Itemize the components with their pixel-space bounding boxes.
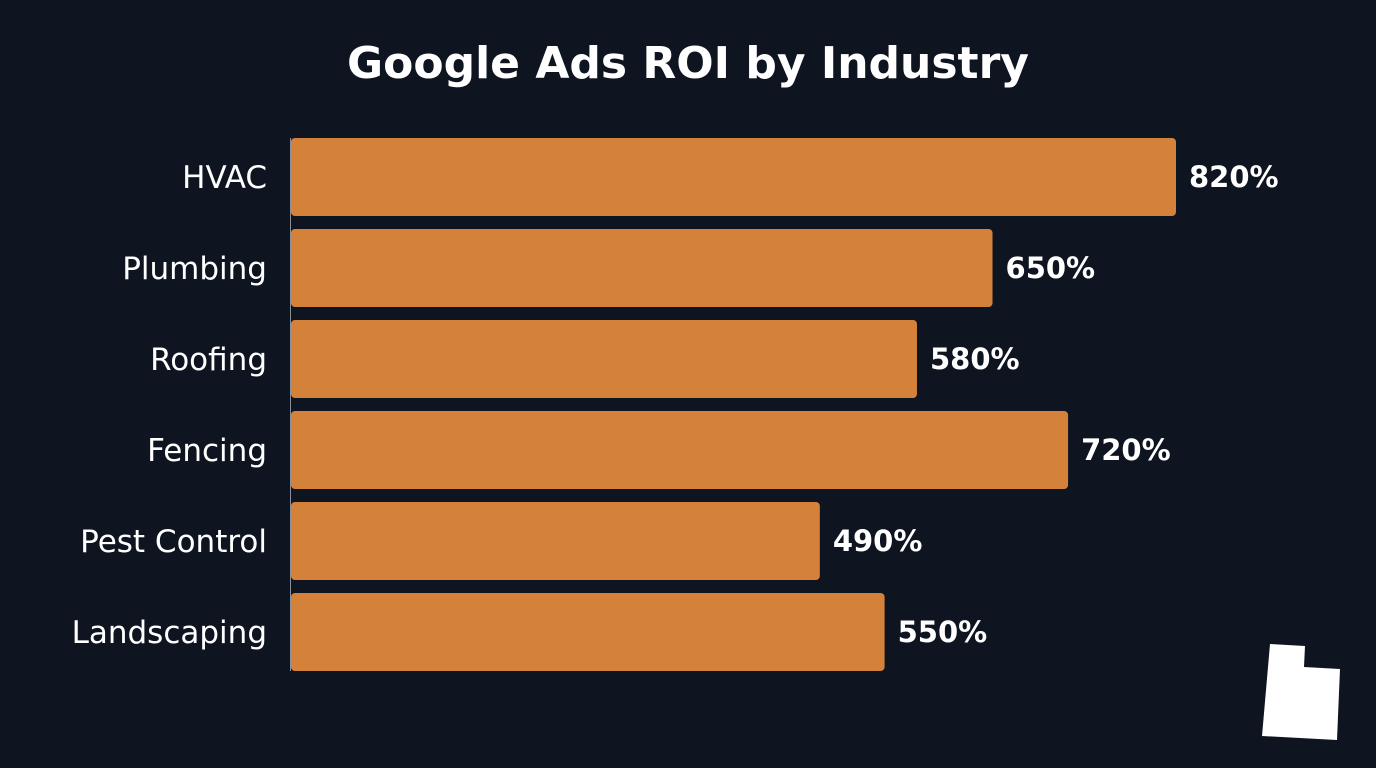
bar-fencing (291, 411, 1069, 489)
value-label-pest-control: 490% (833, 524, 923, 558)
category-label-landscaping: Landscaping (72, 615, 267, 651)
value-label-landscaping: 550% (898, 615, 988, 649)
bar-roofing (291, 320, 917, 398)
bar-plumbing (291, 229, 993, 307)
category-label-plumbing: Plumbing (122, 251, 267, 287)
category-label-roofing: Roofing (150, 342, 267, 378)
bar-hvac (291, 138, 1176, 216)
bars-group: HVAC 820% Plumbing 650% Roofing 580% Fencing 72… (72, 138, 1279, 671)
value-label-fencing: 720% (1081, 433, 1171, 467)
value-label-roofing: 580% (930, 342, 1020, 376)
bar-landscaping (291, 593, 885, 671)
category-label-hvac: HVAC (182, 160, 267, 196)
category-label-fencing: Fencing (147, 433, 267, 469)
value-label-hvac: 820% (1189, 160, 1279, 194)
category-label-pest-control: Pest Control (80, 524, 267, 560)
chart-title: Google Ads ROI by Industry (347, 38, 1029, 89)
bar-pest-control (291, 502, 820, 580)
value-label-plumbing: 650% (1006, 251, 1096, 285)
utah-state-icon (1262, 644, 1340, 740)
